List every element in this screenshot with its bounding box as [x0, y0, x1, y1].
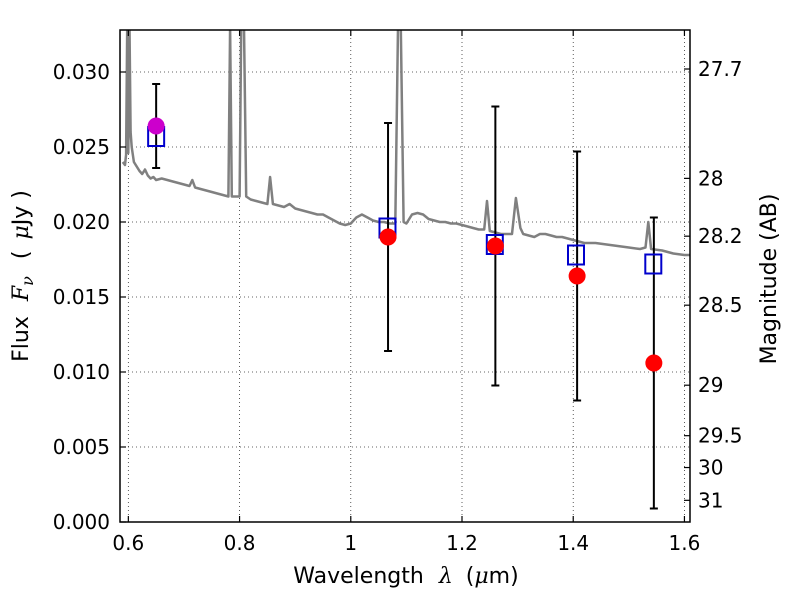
y-axis-label-symbol: F	[9, 285, 34, 302]
y-tick-label: 0.010	[53, 360, 110, 384]
observed-photometry-point	[568, 267, 586, 285]
spectrum-line	[121, 30, 690, 257]
x-tick-label: 1.4	[557, 531, 589, 555]
x-tick-label: 0.8	[224, 531, 256, 555]
y-axis-label-unit-open: (	[9, 251, 34, 260]
y-tick-label: 0.025	[53, 135, 110, 159]
spectrum-series	[121, 30, 690, 257]
y-tick-label: 0.015	[53, 285, 110, 309]
observed-photometry-series	[147, 117, 663, 372]
y2-tick-label: 28	[698, 166, 723, 190]
y-tick-label: 0.005	[53, 435, 110, 459]
y-tick-label: 0.000	[53, 510, 110, 534]
y-tick-label: 0.030	[53, 60, 110, 84]
model-photometry-point	[644, 253, 663, 275]
y-axis-label-subscript: ν	[18, 276, 37, 286]
observed-photometry-point	[147, 117, 165, 135]
grid	[120, 30, 690, 522]
x-axis-label-symbol: λ	[438, 564, 453, 589]
y-tick-label: 0.020	[53, 210, 110, 234]
y2-tick-label: 31	[698, 488, 723, 512]
x-tick-label: 1.2	[446, 531, 478, 555]
x-axis-label-unit-mu: μ	[474, 564, 488, 589]
x-tick-label: 1	[344, 531, 357, 555]
observed-photometry-point	[645, 354, 663, 372]
observed-photometry-point	[486, 237, 504, 255]
y-axis-label-unit-mu: μ	[9, 225, 34, 239]
y2-tick-label: 29	[698, 373, 723, 397]
y-axis-label-unit-rest: Jy )	[9, 190, 34, 227]
x-tick-label: 0.6	[112, 531, 144, 555]
x-tick-label: 1.6	[669, 531, 701, 555]
y2-tick-label: 29.5	[698, 424, 743, 448]
x-axis-label: Wavelength λ (μm)	[293, 564, 518, 589]
y2-tick-label: 30	[698, 456, 723, 480]
x-axis-label-unit-rest: m)	[489, 564, 519, 589]
y2-tick-label: 27.7	[698, 57, 743, 81]
plot-frame	[119, 29, 691, 523]
y2-tick-label: 28.5	[698, 293, 743, 317]
model-photometry-point	[567, 244, 585, 266]
model-photometry-series	[147, 126, 663, 275]
observed-photometry-point	[379, 228, 397, 246]
x-axis-label-unit-open: (	[466, 564, 475, 589]
y2-tick-label: 28.2	[698, 224, 743, 248]
x-axis-label-prefix: Wavelength	[293, 564, 424, 589]
ticks: 0.6 0.8 1 1.2 1.4 1.6 0.000 0.005 0.010 0.015 0.02…	[53, 30, 743, 555]
y-axis-label: Flux Fν ( μJy )	[9, 190, 39, 362]
y2-axis-label: Magnitude (AB)	[757, 194, 782, 365]
y-axis-label-prefix: Flux	[9, 316, 34, 362]
